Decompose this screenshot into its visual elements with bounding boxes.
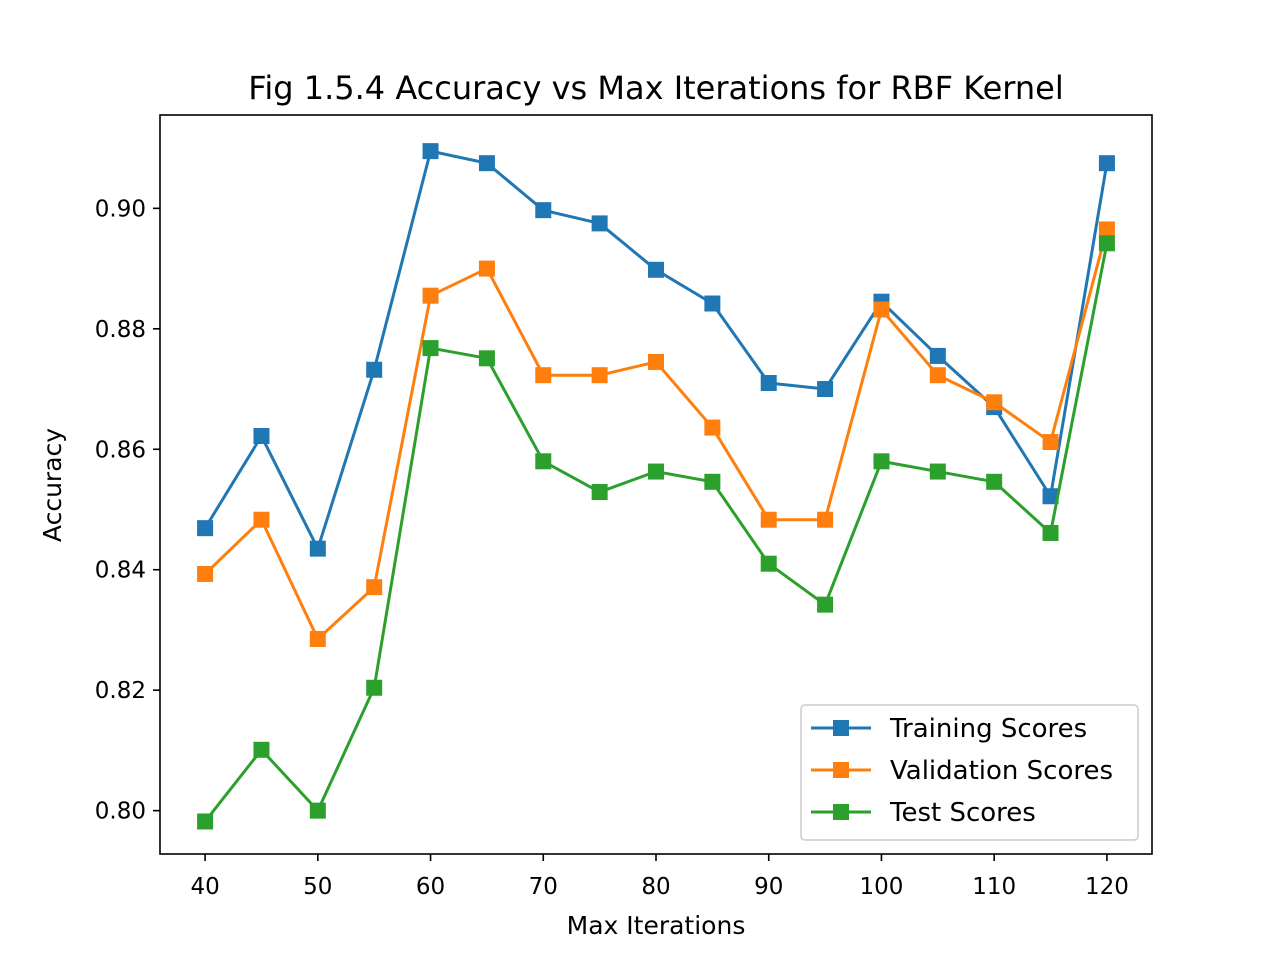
data-point-2-0 (197, 813, 214, 830)
y-axis: 0.80 0.82 0.84 0.86 0.88 0.90 (95, 196, 160, 825)
data-point-1-5 (478, 260, 495, 277)
legend-box (800, 704, 1139, 841)
data-point-1-2 (309, 630, 326, 647)
data-point-0-6 (535, 202, 552, 219)
x-tick-label-120: 120 (1085, 874, 1129, 900)
data-point-2-8 (648, 463, 664, 480)
data-point-1-6 (535, 367, 552, 384)
x-axis: 40 50 60 70 80 90 100 110 120 (190, 854, 1129, 900)
x-tick-label-50: 50 (303, 874, 332, 900)
data-point-0-4 (422, 143, 439, 160)
y-tick-label-0.80: 0.80 (95, 799, 146, 825)
data-point-2-5 (478, 350, 495, 367)
data-point-0-0 (197, 520, 214, 537)
data-point-2-15 (1042, 524, 1059, 541)
data-point-0-2 (309, 540, 326, 557)
data-point-2-3 (366, 679, 383, 696)
data-point-0-10 (760, 375, 777, 392)
data-point-2-13 (929, 463, 946, 480)
legend-marker-2 (833, 804, 849, 820)
x-axis-label: Max Iterations (567, 911, 746, 940)
data-point-1-16 (1098, 221, 1115, 238)
x-tick-label-100: 100 (860, 874, 904, 900)
data-point-2-7 (591, 484, 608, 501)
x-tick-label-70: 70 (529, 874, 558, 900)
x-tick-label-80: 80 (641, 874, 670, 900)
data-point-1-13 (929, 367, 946, 384)
data-point-2-2 (309, 802, 326, 819)
data-point-0-13 (929, 347, 946, 364)
data-point-0-8 (648, 261, 664, 278)
data-point-1-11 (817, 511, 834, 528)
legend-label-2: Test Scores (889, 798, 1036, 828)
legend-label-0: Training Scores (889, 714, 1087, 744)
data-point-2-12 (873, 453, 890, 470)
data-point-2-9 (704, 473, 721, 490)
data-point-1-4 (422, 287, 439, 304)
data-point-1-1 (253, 511, 270, 528)
data-point-1-8 (648, 353, 664, 370)
y-tick-label-0.88: 0.88 (95, 317, 146, 343)
data-point-0-16 (1098, 155, 1115, 172)
y-tick-label-0.86: 0.86 (95, 437, 146, 463)
data-point-0-7 (591, 215, 608, 232)
data-point-1-14 (986, 394, 1003, 411)
x-tick-label-110: 110 (972, 874, 1016, 900)
data-point-1-15 (1042, 434, 1059, 451)
data-point-0-9 (704, 295, 721, 312)
data-point-1-0 (197, 565, 214, 582)
data-point-1-3 (366, 579, 383, 596)
data-point-2-11 (817, 596, 834, 613)
data-point-2-16 (1098, 235, 1115, 252)
data-point-2-14 (986, 473, 1003, 490)
data-point-2-10 (760, 555, 777, 572)
legend: Training Scores Validation Scores Test Sco… (800, 704, 1139, 841)
y-tick-label-0.84: 0.84 (95, 558, 146, 584)
data-point-2-1 (253, 741, 270, 758)
legend-marker-1 (833, 762, 849, 778)
x-tick-label-60: 60 (416, 874, 445, 900)
data-point-0-15 (1042, 488, 1059, 505)
data-point-0-11 (817, 381, 834, 398)
data-point-1-9 (704, 419, 721, 436)
data-point-1-7 (591, 367, 608, 384)
legend-marker-0 (833, 720, 849, 736)
y-tick-label-0.90: 0.90 (95, 196, 146, 222)
data-point-2-4 (422, 340, 439, 357)
data-point-0-1 (253, 428, 270, 445)
data-point-0-3 (366, 361, 383, 378)
data-point-1-10 (760, 511, 777, 528)
legend-label-1: Validation Scores (890, 756, 1113, 786)
data-point-2-6 (535, 453, 552, 470)
x-tick-label-90: 90 (754, 874, 783, 900)
y-axis-label: Accuracy (38, 428, 67, 542)
x-tick-label-40: 40 (190, 874, 219, 900)
data-point-1-12 (873, 301, 890, 318)
data-point-0-5 (478, 155, 495, 172)
y-tick-label-0.82: 0.82 (95, 678, 146, 704)
chart-title: Fig 1.5.4 Accuracy vs Max Iterations for… (248, 69, 1063, 107)
